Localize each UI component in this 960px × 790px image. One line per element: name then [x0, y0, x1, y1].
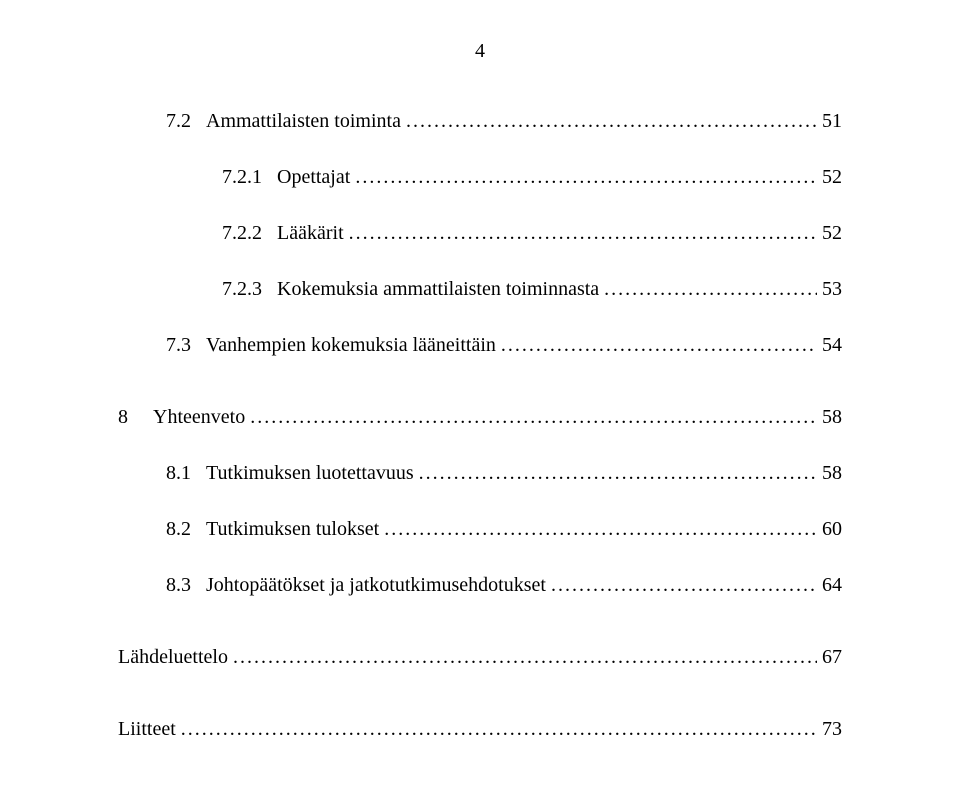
toc-entry-page: 64: [817, 575, 842, 595]
toc-entry: 7.3 Vanhempien kokemuksia lääneittäin 54: [118, 335, 842, 355]
toc-entry-label: Johtopäätökset ja jatkotutkimusehdotukse…: [206, 575, 551, 595]
toc-entry-page: 52: [817, 223, 842, 243]
toc-entry: 7.2 Ammattilaisten toiminta 51: [118, 111, 842, 131]
toc-leader-dots: [233, 647, 817, 667]
toc-entry-label: Vanhempien kokemuksia lääneittäin: [206, 335, 501, 355]
toc-entry-page: 54: [817, 335, 842, 355]
toc-entry-page: 67: [817, 647, 842, 667]
toc-leader-dots: [551, 575, 817, 595]
toc-entry-number: 7.2.3: [222, 279, 277, 299]
toc-entry: Lähdeluettelo 67: [118, 647, 842, 667]
toc-entry-number: 7.3: [166, 335, 206, 355]
toc-leader-dots: [181, 719, 817, 739]
toc-entry-page: 52: [817, 167, 842, 187]
table-of-contents: 7.2 Ammattilaisten toiminta 51 7.2.1 Opet…: [118, 111, 842, 739]
toc-entry: 8.3 Johtopäätökset ja jatkotutkimusehdot…: [118, 575, 842, 595]
toc-entry-label: Lääkärit: [277, 223, 349, 243]
toc-entry-number: 7.2: [166, 111, 206, 131]
toc-leader-dots: [355, 167, 817, 187]
toc-entry-label: Lähdeluettelo: [118, 647, 233, 667]
toc-entry-number: 7.2.2: [222, 223, 277, 243]
document-page: 4 7.2 Ammattilaisten toiminta 51 7.2.1 Op…: [0, 0, 960, 790]
toc-entry-number: 8: [118, 407, 153, 427]
toc-entry: 8 Yhteenveto 58: [118, 407, 842, 427]
toc-entry: 7.2.1 Opettajat 52: [118, 167, 842, 187]
toc-entry: 8.2 Tutkimuksen tulokset 60: [118, 519, 842, 539]
toc-leader-dots: [406, 111, 817, 131]
toc-entry-label: Tutkimuksen tulokset: [206, 519, 384, 539]
toc-leader-dots: [604, 279, 817, 299]
toc-leader-dots: [501, 335, 817, 355]
toc-entry-label: Ammattilaisten toiminta: [206, 111, 406, 131]
toc-entry-label: Liitteet: [118, 719, 181, 739]
toc-leader-dots: [384, 519, 817, 539]
toc-entry-number: 8.3: [166, 575, 206, 595]
toc-leader-dots: [250, 407, 817, 427]
toc-leader-dots: [419, 463, 817, 483]
toc-entry: 7.2.2 Lääkärit 52: [118, 223, 842, 243]
toc-entry-page: 53: [817, 279, 842, 299]
toc-entry-number: 7.2.1: [222, 167, 277, 187]
toc-entry-label: Tutkimuksen luotettavuus: [206, 463, 419, 483]
toc-entry-label: Opettajat: [277, 167, 355, 187]
toc-leader-dots: [349, 223, 817, 243]
toc-entry-label: Kokemuksia ammattilaisten toiminnasta: [277, 279, 604, 299]
toc-entry-page: 58: [817, 407, 842, 427]
toc-entry-page: 51: [817, 111, 842, 131]
toc-entry-page: 60: [817, 519, 842, 539]
toc-entry-number: 8.1: [166, 463, 206, 483]
toc-entry-label: Yhteenveto: [153, 407, 250, 427]
toc-entry: 7.2.3 Kokemuksia ammattilaisten toiminna…: [118, 279, 842, 299]
toc-entry: 8.1 Tutkimuksen luotettavuus 58: [118, 463, 842, 483]
toc-entry-number: 8.2: [166, 519, 206, 539]
toc-entry: Liitteet 73: [118, 719, 842, 739]
toc-entry-page: 58: [817, 463, 842, 483]
toc-entry-page: 73: [817, 719, 842, 739]
page-number: 4: [118, 40, 842, 63]
